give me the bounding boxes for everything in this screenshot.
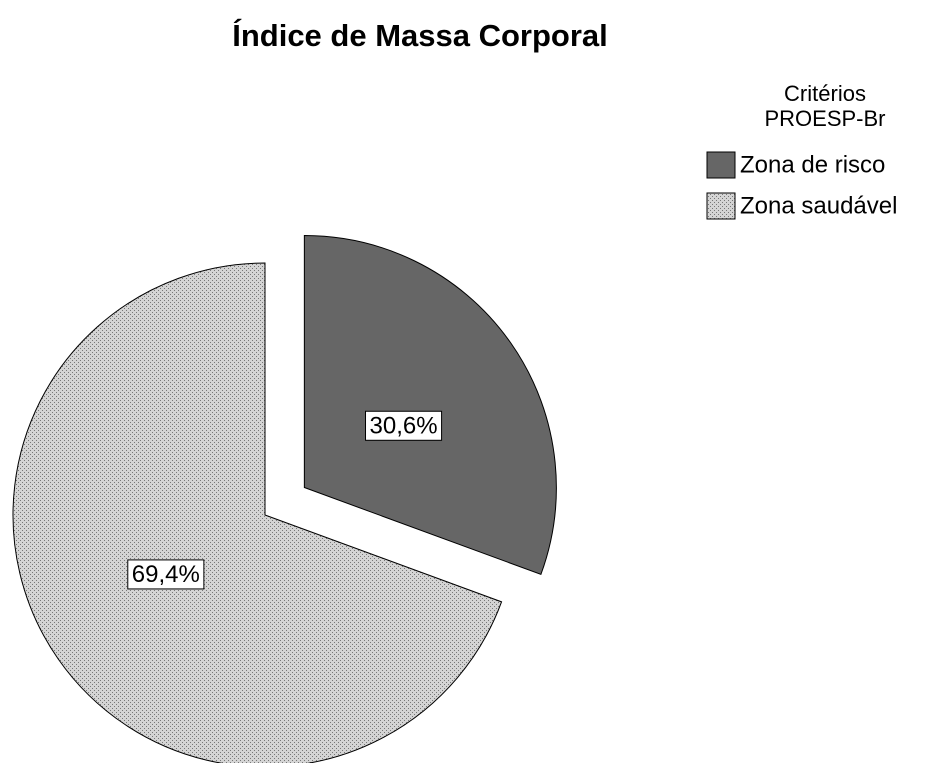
data-label-box <box>365 410 443 441</box>
legend-swatch <box>706 192 736 220</box>
data-label: 30,6% <box>370 412 438 439</box>
legend-swatch <box>706 151 736 179</box>
chart-title: Índice de Massa Corporal <box>232 18 608 53</box>
data-label: 69,4% <box>132 561 200 588</box>
legend-title: PROESP-Br <box>764 106 885 131</box>
data-label-box <box>127 559 205 590</box>
pie-slice <box>303 235 557 576</box>
legend-title: Critérios <box>784 81 866 106</box>
legend-label: Zona de risco <box>740 151 885 178</box>
legend-label: Zona saudável <box>740 192 897 219</box>
pie-slice <box>12 262 503 763</box>
